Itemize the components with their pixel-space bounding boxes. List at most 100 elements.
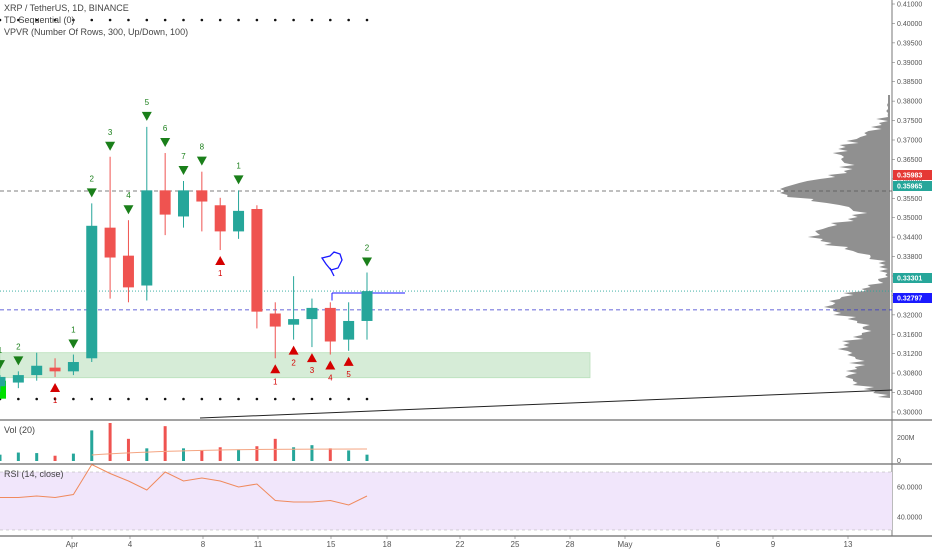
- price-tick-label: 0.38000: [897, 99, 922, 106]
- volume-bar: [255, 446, 259, 461]
- td-up-arrow: [86, 188, 97, 198]
- volume-bar: [16, 452, 20, 461]
- td-up-count: 1: [236, 161, 241, 170]
- price-tick-label: 0.41000: [897, 2, 922, 9]
- td-down-arrow: [288, 345, 299, 355]
- date-tick-label: 4: [128, 540, 133, 549]
- date-tick-label: 11: [254, 540, 263, 549]
- volume-tick-label: 0: [897, 458, 901, 465]
- volume-bar: [126, 438, 130, 461]
- candle-body: [178, 190, 189, 217]
- td-dot-top: [163, 18, 167, 22]
- td-dot-top: [35, 18, 38, 22]
- td-dot-bottom: [127, 397, 130, 401]
- td-dot-top: [310, 18, 314, 22]
- date-tick-label: 6: [716, 540, 721, 549]
- volume-bar: [347, 450, 351, 461]
- background-layer: [0, 0, 932, 537]
- td-dot-bottom: [35, 397, 38, 401]
- date-tick-label: 18: [383, 540, 392, 549]
- price-tick-label: 0.37000: [897, 138, 922, 145]
- price-tick-label: 0.33800: [897, 254, 922, 261]
- candle-body: [67, 362, 79, 372]
- td-up-count: 6: [163, 124, 168, 133]
- td-up-count: 4: [126, 191, 131, 200]
- td-dot-bottom: [237, 397, 240, 401]
- price-tick-label: 0.39500: [897, 40, 922, 47]
- td-dot-top: [127, 18, 130, 22]
- volume-bar: [163, 426, 167, 461]
- price-axis[interactable]: 0.41000 0.40000 0.39500 0.39000 0.38500 0.380…: [892, 2, 932, 417]
- price-tick-label: 0.30400: [897, 390, 922, 397]
- td-dot-top: [145, 18, 149, 22]
- pointing-hand-finger: [329, 267, 335, 277]
- td-up-count: 2: [16, 342, 21, 351]
- volume-bar: [237, 449, 241, 461]
- candle-body: [141, 190, 153, 286]
- td-up-arrow: [0, 360, 5, 370]
- price-tick-label: 0.31200: [897, 351, 922, 358]
- price-tick-label: 0.36500: [897, 157, 922, 164]
- volume-bar: [182, 448, 185, 461]
- candle-body: [306, 307, 318, 320]
- td-dot-bottom: [17, 397, 20, 401]
- date-tick-label: 9: [771, 540, 776, 549]
- volume-label[interactable]: Vol (20): [4, 425, 36, 435]
- price-tick-label: 0.31600: [897, 332, 922, 339]
- td-up-count: 8: [200, 143, 205, 152]
- price-badge-label: 0.35983: [897, 173, 922, 180]
- td-down-count: 1: [218, 269, 223, 278]
- td-dot-bottom: [200, 397, 204, 401]
- td-dot-top: [237, 18, 240, 22]
- rsi-pane: 60.0000 40.0000: [0, 463, 922, 531]
- candle-body: [288, 319, 300, 325]
- candles-layer[interactable]: [0, 126, 373, 392]
- td-up-arrow: [105, 141, 116, 151]
- td-down-arrow: [325, 360, 336, 370]
- volume-bar: [310, 445, 314, 461]
- td-dot-bottom: [72, 397, 75, 401]
- price-tick-label: 0.34400: [897, 235, 922, 242]
- candle-body: [269, 313, 281, 327]
- td-dot-top: [90, 18, 94, 22]
- td-up-arrow: [196, 156, 207, 166]
- symbol-title[interactable]: XRP / TetherUS, 1D, BINANCE: [4, 3, 129, 13]
- candle-body: [104, 227, 116, 258]
- price-badge: [893, 273, 932, 283]
- td-dot-bottom: [90, 397, 94, 401]
- td-dot-bottom: [292, 397, 295, 401]
- time-axis[interactable]: Apr 4 8 11 15 18 22 25 28 May 6 9 13: [66, 536, 853, 549]
- td-dot-top: [329, 18, 332, 22]
- date-tick-label: 22: [456, 540, 465, 549]
- price-tick-label: 0.35500: [897, 196, 922, 203]
- td-down-count: 2: [291, 359, 296, 368]
- rsi-label[interactable]: RSI (14, close): [4, 469, 64, 479]
- td-dot-top: [255, 18, 259, 22]
- volume-tick-label: 200M: [897, 435, 915, 442]
- td-dot-bottom: [218, 397, 222, 401]
- td-sequential-label[interactable]: TD Sequential (0): [4, 15, 75, 25]
- date-tick-label: 13: [844, 540, 853, 549]
- rsi-line: [0, 463, 368, 506]
- volume-bar: [218, 447, 222, 461]
- date-tick-label: May: [617, 540, 632, 549]
- candle-body: [196, 190, 208, 202]
- price-tick-label: 0.32000: [897, 312, 922, 319]
- td-up-count: 7: [181, 152, 186, 161]
- volume-bar: [273, 438, 277, 461]
- td-down-arrow: [306, 353, 317, 363]
- td-down-arrow: [50, 382, 61, 392]
- volume-bar: [53, 455, 57, 461]
- vpvr-label[interactable]: VPVR (Number Of Rows, 300, Up/Down, 100): [4, 27, 189, 37]
- td-dot-top: [218, 18, 222, 22]
- volume-pane: 200M 0: [0, 423, 915, 465]
- candle-body: [159, 190, 171, 215]
- volume-bar: [328, 448, 332, 461]
- price-tick-label: 0.40000: [897, 21, 922, 28]
- date-tick-label: Apr: [66, 540, 79, 549]
- td-dot-top: [365, 18, 369, 22]
- td-down-count: 1: [53, 396, 58, 405]
- volume-bar: [365, 454, 369, 461]
- candle-body: [86, 225, 98, 359]
